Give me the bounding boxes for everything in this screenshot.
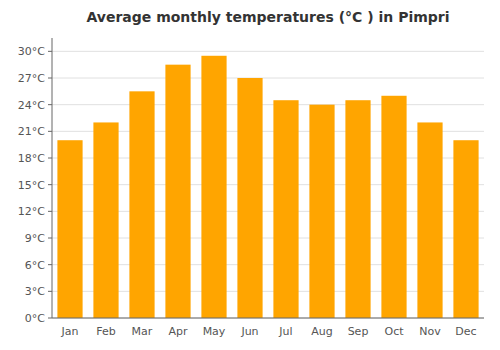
x-tick-label: Apr (168, 325, 188, 338)
y-tick-label: 0°C (25, 312, 45, 325)
y-tick (48, 51, 52, 52)
y-tick (48, 131, 52, 132)
x-axis-line (52, 318, 484, 319)
bar (273, 100, 298, 318)
y-tick (48, 238, 52, 239)
x-tick-label: Sep (348, 325, 369, 338)
bar (381, 96, 406, 318)
bar (165, 65, 190, 318)
grid-line (52, 51, 484, 52)
x-tick-label: Aug (311, 325, 332, 338)
bar (345, 100, 370, 318)
grid-line (52, 78, 484, 79)
y-tick-label: 9°C (25, 232, 45, 245)
x-tick-label: Nov (419, 325, 441, 338)
y-tick-label: 18°C (18, 152, 45, 165)
x-tick-label: Jul (278, 325, 292, 338)
y-tick-label: 30°C (18, 45, 45, 58)
y-tick (48, 291, 52, 292)
y-tick (48, 318, 52, 319)
y-tick (48, 211, 52, 212)
x-tick-label: Feb (96, 325, 115, 338)
chart-container: Average monthly temperatures (°C ) in Pi… (0, 0, 500, 350)
y-tick (48, 184, 52, 185)
bar (309, 105, 334, 318)
y-tick-label: 21°C (18, 125, 45, 138)
y-tick (48, 158, 52, 159)
grid (52, 51, 484, 318)
bar (237, 78, 262, 318)
x-tick-label: Mar (132, 325, 153, 338)
y-axis-line (52, 38, 53, 318)
bar (57, 140, 82, 318)
y-tick (48, 78, 52, 79)
x-tick-label: Oct (384, 325, 404, 338)
y-tick-label: 24°C (18, 99, 45, 112)
x-tick-label: May (203, 325, 226, 338)
x-tick-label: Jun (240, 325, 258, 338)
bars (57, 56, 478, 318)
y-tick-label: 15°C (18, 179, 45, 192)
bar (201, 56, 226, 318)
grid-line (52, 104, 484, 105)
y-axis-ticks: 0°C 3°C 6°C 9°C 12°C 15°C 18°C 21°C 24°C 27°C 30°C (18, 45, 52, 325)
chart-title: Average monthly temperatures (°C ) in Pi… (86, 9, 449, 25)
x-axis-ticks: Jan Feb Mar Apr May Jun Jul Aug Sep Oct Nov Dec (61, 325, 477, 338)
bar (129, 91, 154, 318)
y-tick-label: 12°C (18, 205, 45, 218)
y-tick-label: 6°C (25, 259, 45, 272)
bar (93, 122, 118, 318)
bar (417, 122, 442, 318)
y-tick-label: 3°C (25, 285, 45, 298)
y-tick (48, 104, 52, 105)
x-tick-label: Jan (61, 325, 79, 338)
chart: Average monthly temperatures (°C ) in Pi… (0, 0, 500, 350)
y-tick-label: 27°C (18, 72, 45, 85)
grid-line (52, 318, 484, 319)
bar (453, 140, 478, 318)
x-tick-label: Dec (455, 325, 476, 338)
y-tick (48, 264, 52, 265)
